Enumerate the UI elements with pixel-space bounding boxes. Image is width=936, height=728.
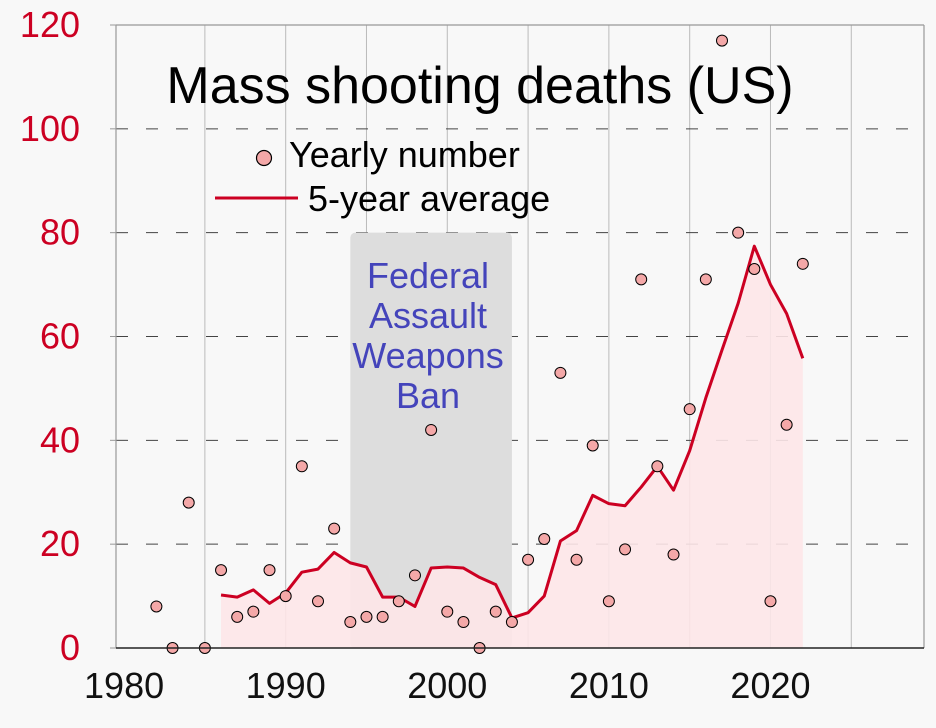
data-point [344,616,357,629]
x-tick-label: 2000 [407,665,487,706]
data-point [716,34,728,47]
data-point [279,590,292,603]
average-area-fill [221,246,803,648]
data-point [392,595,405,608]
data-point [457,616,470,629]
data-point [328,522,341,535]
annotation-line-3: Weapons [352,335,503,376]
y-tick-label: 0 [60,627,80,668]
data-point [376,610,389,623]
y-tick-label: 60 [40,316,80,357]
x-tick-label: 2020 [730,665,810,706]
y-tick-label: 100 [20,108,80,149]
annotation-text: Federal Assault Weapons Ban [352,255,503,416]
data-point [748,263,761,276]
data-point [796,257,809,270]
y-tick-label: 20 [40,523,80,564]
data-point [522,553,535,566]
yearly-points [150,34,809,654]
data-point [505,616,518,629]
data-point [699,273,712,286]
data-point [408,569,421,582]
data-point [586,439,599,452]
data-point [667,548,680,561]
data-point [732,226,745,239]
data-point [247,605,260,618]
data-point [231,610,244,623]
data-point [554,366,567,379]
y-tick-label: 120 [20,4,80,45]
data-point [635,273,648,286]
data-point [570,553,583,566]
data-point [215,564,228,577]
data-point [425,423,438,436]
data-point [602,595,615,608]
data-point [263,564,276,577]
legend-label-yearly: Yearly number [289,134,520,175]
data-point [538,532,551,545]
data-point [619,543,632,556]
legend-label-average: 5-year average [308,178,550,219]
y-tick-label: 80 [40,212,80,253]
data-point [182,496,195,509]
average-area [221,246,803,648]
annotation-line-2: Assault [369,295,487,336]
data-point [150,600,163,613]
chart-title: Mass shooting deaths (US) [166,57,793,115]
data-point [295,460,308,473]
y-tick-label: 40 [40,419,80,460]
data-point [651,460,664,473]
axes: 0 20 40 60 80 100 120 1980 1990 2000 2010 2020 [20,4,925,706]
x-tick-label: 1990 [246,665,326,706]
x-tick-label: 1980 [84,665,164,706]
data-point [780,418,793,431]
annotation-line-1: Federal [367,255,489,296]
ban-period-band [350,232,512,648]
annotation-line-4: Ban [396,375,460,416]
data-point [764,595,777,608]
x-tick-label: 2010 [569,665,649,706]
legend-marker-yearly [255,149,273,167]
data-point [441,605,454,618]
assault-weapons-ban-band [350,232,512,648]
data-point [360,610,373,623]
data-point [312,595,324,608]
legend: Yearly number 5-year average [215,134,550,219]
data-point [489,605,502,618]
data-point [683,403,696,416]
